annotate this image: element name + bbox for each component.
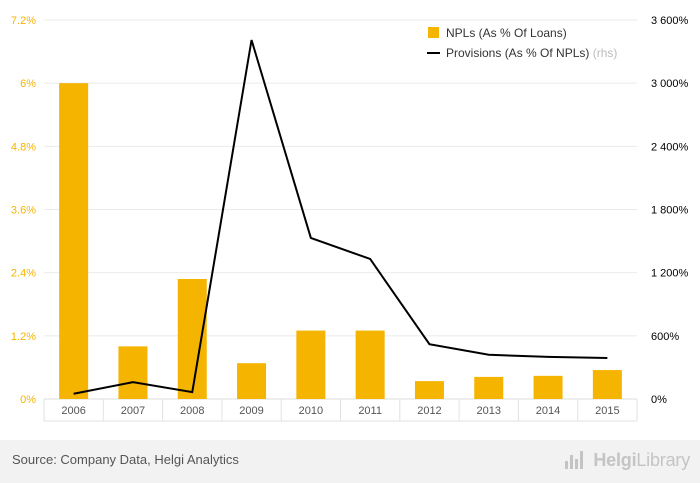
y-right-tick-label: 3 600% [651,15,689,27]
y-left-tick-label: 4.8% [11,141,36,153]
y-right-tick-label: 1 800% [651,205,689,217]
legend-swatch-npls [428,27,439,38]
bar-npl-2015 [592,370,622,399]
x-tick-label: 2008 [180,405,204,417]
bar-npl-2011 [355,330,385,399]
helgi-bars-icon [565,451,587,469]
source-note: Source: Company Data, Helgi Analytics [12,452,239,467]
y-right-tick-label: 600% [651,331,679,343]
bar-npl-2012 [414,381,444,399]
legend-label-npls: NPLs (As % Of Loans) [446,26,567,40]
y-left-tick-label: 6% [20,78,36,90]
bar-npl-2006 [59,83,89,400]
bar-npl-2007 [118,346,148,399]
y-left-tick-label: 1.2% [11,331,36,343]
bar-npl-2013 [474,376,504,399]
x-tick-label: 2009 [239,405,263,417]
legend-rhs-suffix: (rhs) [593,46,618,60]
y-left-tick-label: 3.6% [11,205,36,217]
logo-text: HelgiLibrary [593,449,690,470]
y-left-tick-label: 0% [20,394,36,406]
x-tick-label: 2010 [299,405,323,417]
bar-npl-2014 [533,375,563,399]
y-right-tick-label: 3 000% [651,78,689,90]
y-left-tick-label: 7.2% [11,15,36,27]
y-left-tick-label: 2.4% [11,268,36,280]
line-provisions [73,39,608,395]
y-right-tick-label: 2 400% [651,141,689,153]
x-tick-label: 2015 [595,405,619,417]
x-tick-label: 2011 [358,405,382,417]
y-right-tick-label: 1 200% [651,268,689,280]
helgi-library-logo: HelgiLibrary [565,447,690,473]
legend-label-provisions: Provisions (As % Of NPLs) (rhs) [446,46,617,60]
x-tick-label: 2014 [536,405,560,417]
x-tick-label: 2006 [61,405,85,417]
x-tick-label: 2012 [417,405,441,417]
bar-npl-2010 [296,330,326,399]
x-tick-label: 2007 [121,405,145,417]
x-tick-label: 2013 [477,405,501,417]
bar-npl-2009 [237,363,267,399]
bar-npl-2008 [177,278,207,399]
y-right-tick-label: 0% [651,394,667,406]
